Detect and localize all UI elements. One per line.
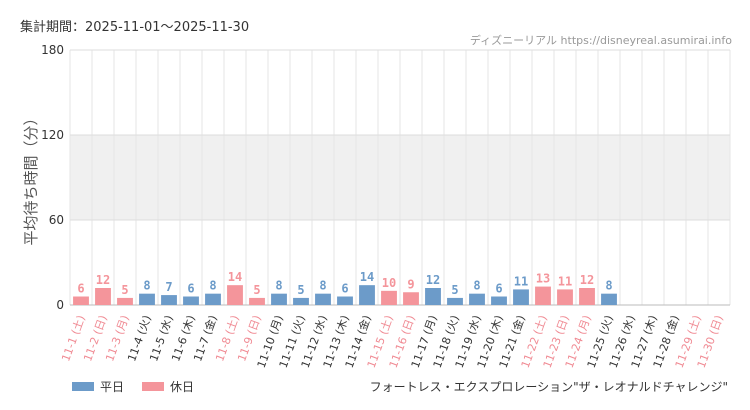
bar xyxy=(425,288,441,305)
bar xyxy=(557,289,573,305)
bar-value-label: 8 xyxy=(473,279,480,293)
y-axis-label: 平均待ち時間（分） xyxy=(22,110,40,245)
bar xyxy=(73,296,89,305)
bar xyxy=(381,290,397,305)
bar-value-label: 5 xyxy=(121,283,128,297)
source-credit: ディズニーリアル https://disneyreal.asumirai.inf… xyxy=(469,34,732,47)
bar-value-label: 12 xyxy=(426,273,440,287)
attraction-name: フォートレス・エクスプロレーション"ザ・レオナルドチャレンジ" xyxy=(369,380,728,394)
axis-layer: 0 60 120 180 xyxy=(41,43,730,312)
x-tick-label-layer: 11-1 (土)11-2 (日)11-3 (月)11-4 (火)11-5 (水)… xyxy=(59,313,726,370)
bar xyxy=(601,293,617,305)
bar xyxy=(227,285,243,305)
bar xyxy=(249,297,265,305)
bar-value-label: 14 xyxy=(360,270,374,284)
bar-value-label: 5 xyxy=(253,283,260,297)
bar xyxy=(513,289,529,305)
bar xyxy=(117,297,133,305)
bar-value-label: 8 xyxy=(319,279,326,293)
bar xyxy=(469,293,485,305)
bar xyxy=(315,293,331,305)
y-tick-label: 60 xyxy=(49,213,64,227)
bar xyxy=(447,297,463,305)
bar xyxy=(183,296,199,305)
bar-layer xyxy=(73,285,617,305)
data-label-layer: 6 12 5 8 7 6 8 14 5 8 5 8 6 14 10 9 12 5 8 6 11 13 11 12 8 xyxy=(77,270,612,297)
bar-value-label: 13 xyxy=(536,272,550,286)
legend-swatch-holiday xyxy=(142,382,165,391)
bar-value-label: 11 xyxy=(514,274,528,288)
bar-value-label: 5 xyxy=(451,283,458,297)
bar-value-label: 8 xyxy=(605,279,612,293)
legend-label-weekday: 平日 xyxy=(100,380,125,394)
bar xyxy=(403,292,419,305)
bar-value-label: 6 xyxy=(187,282,194,296)
legend-swatch-weekday xyxy=(72,382,94,391)
bar-value-label: 6 xyxy=(341,282,348,296)
bar-value-label: 6 xyxy=(77,282,84,296)
bar-value-label: 8 xyxy=(143,279,150,293)
bar xyxy=(535,286,551,305)
y-tick-label: 120 xyxy=(41,128,64,142)
bar-value-label: 7 xyxy=(165,280,172,294)
bar xyxy=(161,295,177,305)
bar-value-label: 12 xyxy=(96,273,110,287)
bar-value-label: 5 xyxy=(297,283,304,297)
bar-value-label: 6 xyxy=(495,282,502,296)
legend-item-holiday: 休日 xyxy=(142,378,194,395)
bar xyxy=(359,285,375,305)
bar-value-label: 8 xyxy=(275,279,282,293)
y-tick-label: 0 xyxy=(56,298,64,312)
bar-value-label: 11 xyxy=(558,274,572,288)
bar xyxy=(95,288,111,305)
bar xyxy=(293,297,309,305)
bar xyxy=(205,293,221,305)
bar-value-label: 8 xyxy=(209,279,216,293)
bar-value-label: 14 xyxy=(228,270,242,284)
legend-label-holiday: 休日 xyxy=(170,380,195,394)
bar xyxy=(579,288,595,305)
bar-value-label: 10 xyxy=(382,276,396,290)
bar xyxy=(491,296,507,305)
period-label: 集計期間：2025-11-01〜2025-11-30 xyxy=(20,20,250,35)
legend-item-weekday: 平日 xyxy=(72,378,124,395)
bar xyxy=(139,293,155,305)
bar-value-label: 9 xyxy=(407,277,414,291)
bar xyxy=(271,293,287,305)
bar-value-label: 12 xyxy=(580,273,594,287)
legend: 平日 休日 xyxy=(72,378,194,395)
y-tick-label: 180 xyxy=(41,43,64,57)
bar xyxy=(337,296,353,305)
